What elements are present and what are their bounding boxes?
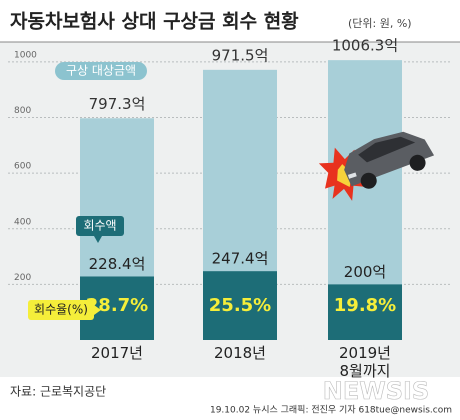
legend-label: 구상 대상금액 [66, 64, 136, 78]
rate-label: 25.5% [209, 295, 271, 316]
y-tick-label: 1000 [14, 50, 37, 60]
legend-tag [76, 216, 124, 236]
car-window [358, 136, 416, 163]
x-tick-label: 2017년 [91, 344, 143, 362]
chart-title: 자동차보험사 상대 구상금 회수 현황 [10, 10, 299, 33]
car-light [347, 172, 357, 179]
rate-label: 19.8% [334, 295, 396, 316]
legend-pointer [94, 305, 101, 315]
recovered-value-label: 247.4억 [212, 250, 269, 268]
legend-label: 회수율(%) [34, 303, 88, 317]
target-value-label: 1006.3억 [332, 37, 398, 55]
y-tick-label: 600 [14, 162, 31, 172]
recovered-bar [203, 271, 277, 340]
watermark: NEWSIS [323, 377, 429, 405]
y-tick-label: 200 [14, 273, 31, 283]
recovered-value-label: 228.4억 [89, 255, 146, 273]
target-value-label: 797.3억 [89, 95, 146, 113]
source: 자료: 근로복지공단 [10, 385, 106, 399]
recovered-value-label: 200억 [344, 263, 386, 281]
credit: 19.10.02 뉴시스 그래픽: 전진우 기자 618tue@newsis.c… [210, 405, 452, 416]
y-tick-label: 800 [14, 106, 31, 116]
legend-tag [55, 62, 147, 80]
rate-label: 28.7% [86, 295, 148, 316]
y-tick-label: 400 [14, 217, 31, 227]
car-illustration [318, 131, 435, 201]
legend-tag [28, 300, 94, 320]
x-tick-label: 2018년 [214, 344, 266, 362]
legend-label: 회수액 [83, 219, 116, 233]
car-wheel [409, 154, 426, 171]
legend-pointer [94, 236, 102, 243]
target-value-label: 971.5억 [212, 46, 269, 64]
car-wheel [360, 172, 377, 189]
recovered-bar [328, 284, 402, 340]
unit-label: (단위: 원, %) [348, 17, 412, 30]
car-body [344, 131, 435, 187]
x-tick-label: 2019년 8월까지 [339, 344, 391, 380]
